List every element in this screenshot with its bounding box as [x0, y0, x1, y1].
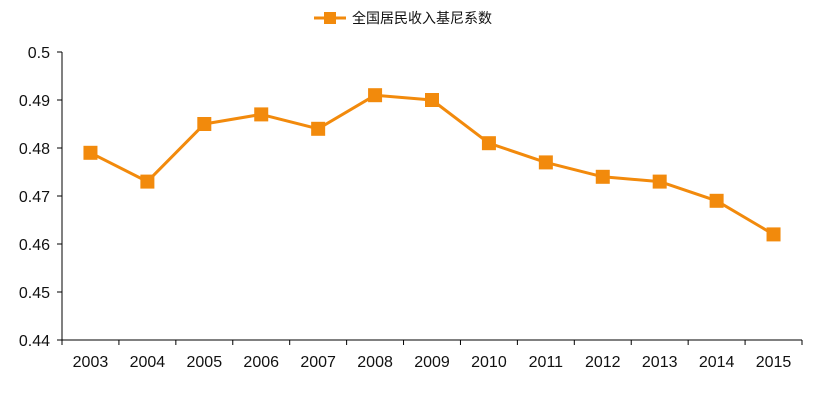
data-point-marker: [83, 145, 98, 160]
x-tick-label: 2012: [585, 354, 621, 371]
x-tick-label: 2006: [243, 354, 279, 371]
data-point-marker: [254, 107, 269, 122]
data-point-marker: [197, 117, 212, 131]
data-point-marker: [368, 88, 383, 103]
x-tick-label: 2007: [300, 354, 336, 371]
y-tick-label: 0.48: [19, 141, 50, 158]
y-tick-label: 0.45: [19, 285, 50, 302]
x-tick-label: 2013: [642, 354, 678, 371]
data-point-marker: [538, 155, 553, 170]
x-tick-label: 2011: [529, 354, 564, 371]
x-ticks: 2003 2004 2005 2006 2007 2008 2009 2010 2011 2012…: [61, 340, 803, 371]
x-tick-label: 2014: [699, 354, 735, 371]
data-point-marker: [140, 174, 155, 189]
x-tick-label: 2015: [756, 354, 792, 371]
data-point-marker: [652, 174, 667, 189]
x-tick-label: 2009: [414, 354, 450, 371]
x-tick-label: 2003: [73, 354, 109, 371]
x-tick-label: 2005: [187, 354, 223, 371]
x-tick-label: 2010: [471, 354, 507, 371]
y-tick-label: 0.44: [19, 333, 50, 350]
data-point-marker: [595, 169, 610, 184]
legend-marker-icon: [324, 12, 336, 24]
data-point-marker: [481, 136, 496, 151]
y-tick-label: 0.5: [28, 45, 50, 62]
y-tick-label: 0.46: [19, 237, 50, 254]
y-tick-label: 0.49: [19, 93, 50, 110]
y-ticks: 0.44 0.45 0.46 0.47 0.48 0.49 0.5: [19, 45, 62, 350]
data-point-marker: [766, 227, 781, 242]
legend: 全国居民收入基尼系数: [314, 10, 492, 27]
series-line: [89, 93, 775, 236]
data-point-marker: [311, 121, 326, 136]
data-point-marker: [425, 93, 439, 107]
series-layer: [83, 88, 781, 242]
x-tick-label: 2008: [357, 354, 393, 371]
data-point-marker: [709, 193, 724, 208]
x-tick-label: 2004: [130, 354, 166, 371]
y-tick-label: 0.47: [19, 189, 50, 206]
legend-label: 全国居民收入基尼系数: [352, 10, 492, 27]
